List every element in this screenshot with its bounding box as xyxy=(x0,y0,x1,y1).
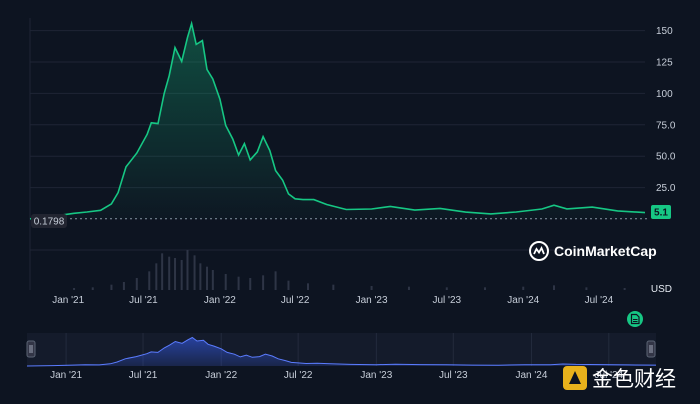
volume-bar xyxy=(407,286,410,290)
volume-bar xyxy=(224,274,227,290)
grid-lines xyxy=(29,18,645,290)
volume-bar xyxy=(445,287,448,290)
volume-bar xyxy=(370,286,373,290)
volume-bar xyxy=(155,263,158,290)
volume-bar xyxy=(585,287,588,290)
y-tick-label: 125 xyxy=(656,57,673,68)
volume-bar xyxy=(180,260,183,290)
navigator-x-tick-label: Jan '24 xyxy=(516,370,548,381)
navigator-x-tick-label: Jul '23 xyxy=(439,370,468,381)
x-tick-label: Jul '24 xyxy=(585,295,614,306)
currency-label: USD xyxy=(651,284,672,295)
price-line xyxy=(29,20,646,220)
y-tick-label: 50.0 xyxy=(656,152,676,163)
volume-bar xyxy=(148,271,151,290)
y-tick-label: 75.0 xyxy=(656,120,676,131)
volume-bar xyxy=(199,263,202,290)
volume-bar xyxy=(274,271,277,290)
volume-bar xyxy=(161,253,164,290)
volume-bars xyxy=(73,250,626,290)
open-price-pill: 0.1798 xyxy=(31,214,67,228)
volume-bar xyxy=(174,258,177,290)
volume-bar xyxy=(484,287,487,290)
brand-name: CoinMarketCap xyxy=(554,243,657,259)
y-tick-label: 150 xyxy=(656,26,673,37)
y-tick-label: 25.0 xyxy=(656,183,676,194)
navigator-x-tick-label: Jul '22 xyxy=(284,370,313,381)
navigator-x-tick-label: Jul '21 xyxy=(129,370,158,381)
volume-bar xyxy=(287,280,290,290)
volume-bar xyxy=(110,284,113,290)
volume-bar xyxy=(262,275,265,290)
volume-bar xyxy=(186,250,189,290)
navigator-x-ticks: Jan '21 Jul '21 Jan '22 Jul '22 Jan '23 Jul '… xyxy=(50,370,623,381)
x-tick-label: Jan '21 xyxy=(52,295,84,306)
volume-bar xyxy=(237,276,240,290)
x-tick-label: Jul '22 xyxy=(281,295,310,306)
jinse-watermark: 金色财经 xyxy=(563,366,676,391)
export-button[interactable] xyxy=(627,311,643,327)
navigator-line xyxy=(26,336,657,367)
volume-bar xyxy=(211,270,214,290)
volume-bar xyxy=(193,255,196,290)
navigator-x-tick-label: Jan '22 xyxy=(205,370,237,381)
x-tick-label: Jul '21 xyxy=(129,295,158,306)
download-document-icon xyxy=(630,313,640,325)
jinse-logo-icon xyxy=(563,366,587,390)
volume-bar xyxy=(623,288,626,290)
volume-bar xyxy=(522,286,525,290)
volume-bar xyxy=(306,283,309,290)
current-price-label: 5.1 xyxy=(654,208,668,219)
navigator-x-tick-label: Jul '24 xyxy=(595,370,624,381)
volume-bar xyxy=(249,278,252,290)
volume-bar xyxy=(73,288,76,290)
volume-bar xyxy=(332,284,335,290)
watermark-text: 金色财经 xyxy=(592,367,676,391)
volume-bar xyxy=(122,282,125,290)
navigator-x-tick-label: Jan '21 xyxy=(50,370,82,381)
navigator-left-handle[interactable] xyxy=(26,340,36,358)
navigator-x-tick-label: Jan '23 xyxy=(360,370,392,381)
navigator-area xyxy=(27,337,656,366)
volume-bar xyxy=(91,287,94,290)
x-tick-label: Jan '23 xyxy=(356,295,388,306)
current-price-pill: 5.1 xyxy=(651,205,671,219)
coinmarketcap-brand: CoinMarketCap xyxy=(529,241,657,261)
x-tick-label: Jul '23 xyxy=(432,295,461,306)
y-tick-label: 100 xyxy=(656,89,673,100)
navigator-right-handle[interactable] xyxy=(646,340,656,358)
range-navigator[interactable] xyxy=(26,333,657,367)
volume-bar xyxy=(206,266,209,290)
price-area xyxy=(30,23,645,219)
volume-bar xyxy=(552,285,555,290)
open-price-label: 0.1798 xyxy=(34,217,65,228)
x-tick-label: Jan '22 xyxy=(204,295,236,306)
x-axis-ticks: Jan '21 Jul '21 Jan '22 Jul '22 Jan '23 Jul '… xyxy=(52,295,613,306)
coinmarketcap-logo-icon xyxy=(529,241,549,261)
y-axis-ticks: 25.0 50.0 75.0 100 125 150 xyxy=(656,26,676,194)
x-tick-label: Jan '24 xyxy=(507,295,539,306)
volume-bar xyxy=(168,256,171,290)
volume-bar xyxy=(135,278,138,290)
